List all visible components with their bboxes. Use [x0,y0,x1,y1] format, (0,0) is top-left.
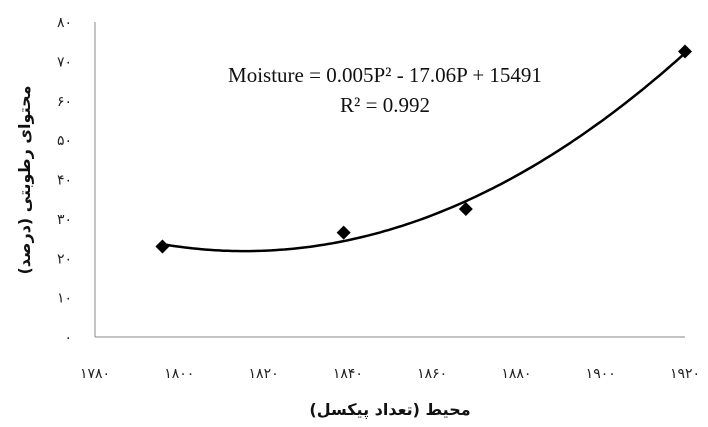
y-tick-label: ۳۰ [57,212,72,228]
y-tick-label: ۱۰ [57,291,72,307]
x-axis-title: محیط (تعداد پیکسل) [309,400,470,420]
y-tick-label: ۷۰ [57,54,72,70]
y-axis-title: محتوای رطوبتی (درصد) [15,85,34,274]
y-tick-label: ۵۰ [57,133,72,149]
data-point-marker [336,225,351,240]
plot-area: ۰ ۱۰ ۲۰ ۳۰ ۴۰ ۵۰ ۶۰ ۷۰ ۸۰ ۱۷۸۰ ۱۸۰۰ ۱۸۲۰ ۱۸۴۰ ۱۸۶۰ ۱۸… [57,15,700,382]
x-tick-label: ۱۸۲۰ [249,366,279,382]
x-tick-label: ۱۹۲۰ [670,366,700,382]
r-squared-label: R² = 0.992 [340,93,430,117]
trendline-curve [162,52,686,253]
x-tick-label: ۱۷۸۰ [80,366,110,382]
y-tick-label: ۸۰ [57,15,72,31]
x-tick-label: ۱۸۴۰ [333,366,363,382]
x-tick-label: ۱۸۶۰ [417,366,447,382]
y-tick-labels: ۰ ۱۰ ۲۰ ۳۰ ۴۰ ۵۰ ۶۰ ۷۰ ۸۰ [57,15,72,346]
data-point-marker [678,44,692,59]
data-point-marker [155,239,170,254]
data-points [155,44,692,254]
x-tick-label: ۱۸۸۰ [501,366,531,382]
x-tick-labels: ۱۷۸۰ ۱۸۰۰ ۱۸۲۰ ۱۸۴۰ ۱۸۶۰ ۱۸۸۰ ۱۹۰۰ ۱۹۲۰ [80,366,700,382]
x-tick-label: ۱۹۰۰ [586,366,616,382]
y-tick-label: ۰ [64,330,72,346]
y-tick-label: ۴۰ [57,173,72,189]
equation-label: Moisture = 0.005P² - 17.06P + 15491 [228,63,542,87]
y-tick-label: ۶۰ [57,94,72,110]
data-point-marker [458,202,473,217]
x-tick-label: ۱۸۰۰ [164,366,194,382]
y-tick-label: ۲۰ [57,251,72,267]
